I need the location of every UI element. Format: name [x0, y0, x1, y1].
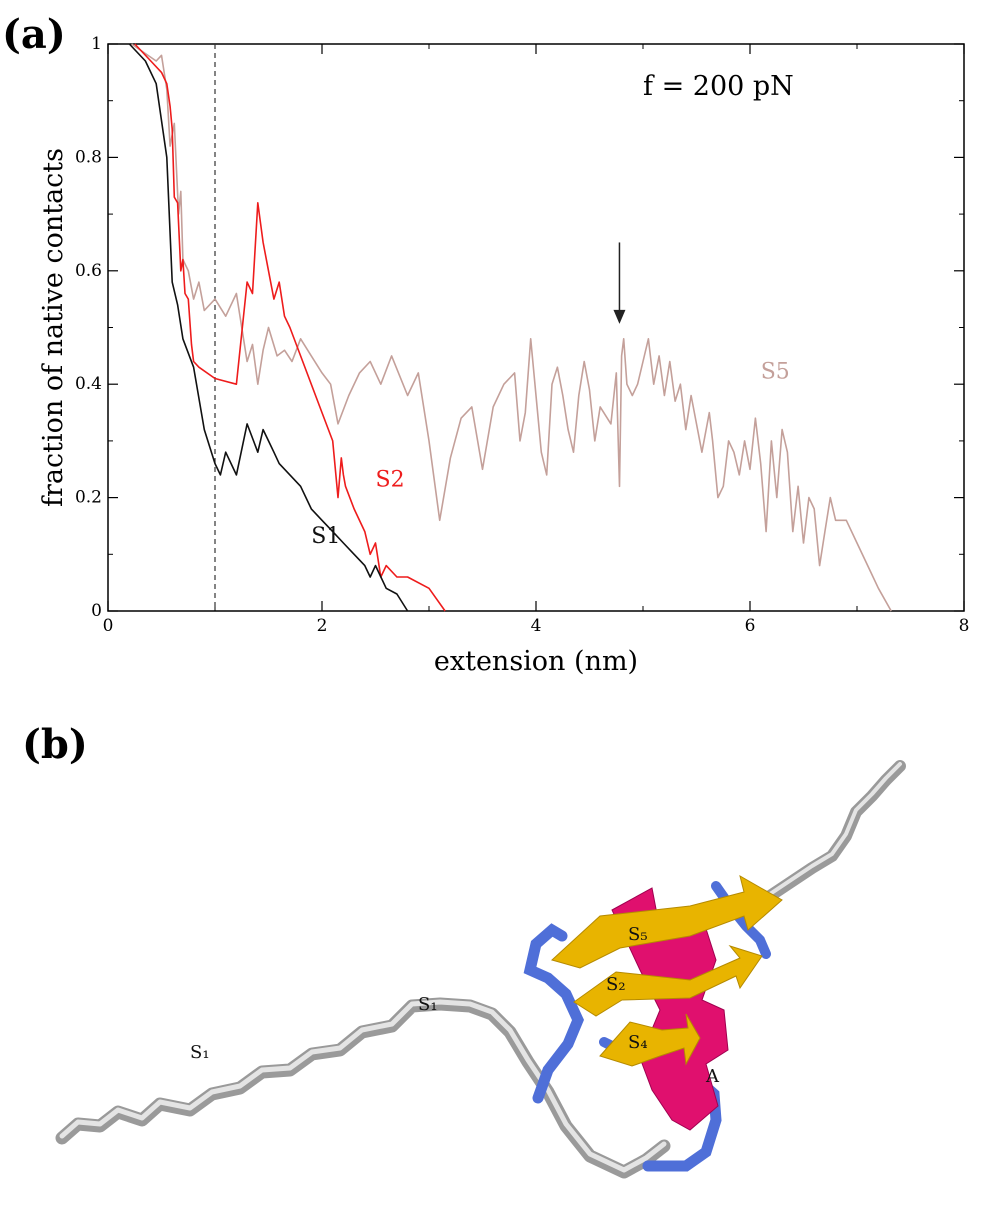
x-tick-label: 6 [745, 616, 756, 636]
loop-segment [523, 923, 585, 1104]
panel-a-label: (a) [2, 11, 66, 58]
strand-label-s5: S₅ [628, 924, 648, 945]
series-line-s2 [134, 43, 446, 612]
strand-label-s2: S₂ [606, 974, 626, 995]
series-label-s1: S1 [311, 524, 340, 549]
plot-frame [107, 43, 965, 612]
protein-structure-illustration: S₁ S₁ S₅ S₂ S₄ A [55, 760, 906, 1179]
unfolded-coil-highlight [59, 999, 667, 1173]
panel-b-label: (b) [22, 721, 88, 768]
y-tick-label: 0.2 [75, 488, 102, 508]
helix-label-a: A [705, 1066, 720, 1087]
series-line-s5 [131, 43, 892, 612]
y-tick-label: 0.6 [75, 261, 102, 281]
beta-strand [599, 1013, 701, 1067]
series-layer: S5 S2 S1 [128, 43, 892, 612]
strand-label-s1: S₁ [190, 1042, 210, 1063]
arrow-annotation [613, 242, 626, 324]
arrow-head [613, 309, 626, 324]
x-tick-label: 0 [103, 616, 114, 636]
strand-label-s4: S₄ [628, 1032, 648, 1053]
strand-label-s1: S₁ [418, 994, 438, 1015]
x-tick-label: 4 [531, 616, 542, 636]
series-line-s1 [128, 43, 409, 612]
axis-ticks: 0 2 4 6 8 0 0.2 0.4 0.6 0.8 1 [75, 34, 969, 636]
y-tick-label: 0.4 [75, 374, 102, 394]
y-tick-label: 0 [91, 601, 102, 621]
line-chart: 0 2 4 6 8 0 0.2 0.4 0.6 0.8 1 S5 S2 S1 f = 200 pN ex… [38, 34, 969, 677]
beta-strand [551, 874, 783, 969]
c-terminal-coil-highlight [768, 762, 902, 896]
y-tick-label: 1 [91, 34, 102, 54]
x-tick-label: 8 [959, 616, 970, 636]
series-label-s2: S2 [376, 467, 405, 492]
y-axis-title: fraction of native contacts [38, 148, 69, 507]
series-label-s5: S5 [761, 360, 790, 385]
y-tick-label: 0.8 [75, 147, 102, 167]
x-axis-title: extension (nm) [434, 646, 638, 677]
x-tick-label: 2 [317, 616, 328, 636]
beta-strand [573, 945, 763, 1017]
force-annotation: f = 200 pN [643, 71, 794, 102]
